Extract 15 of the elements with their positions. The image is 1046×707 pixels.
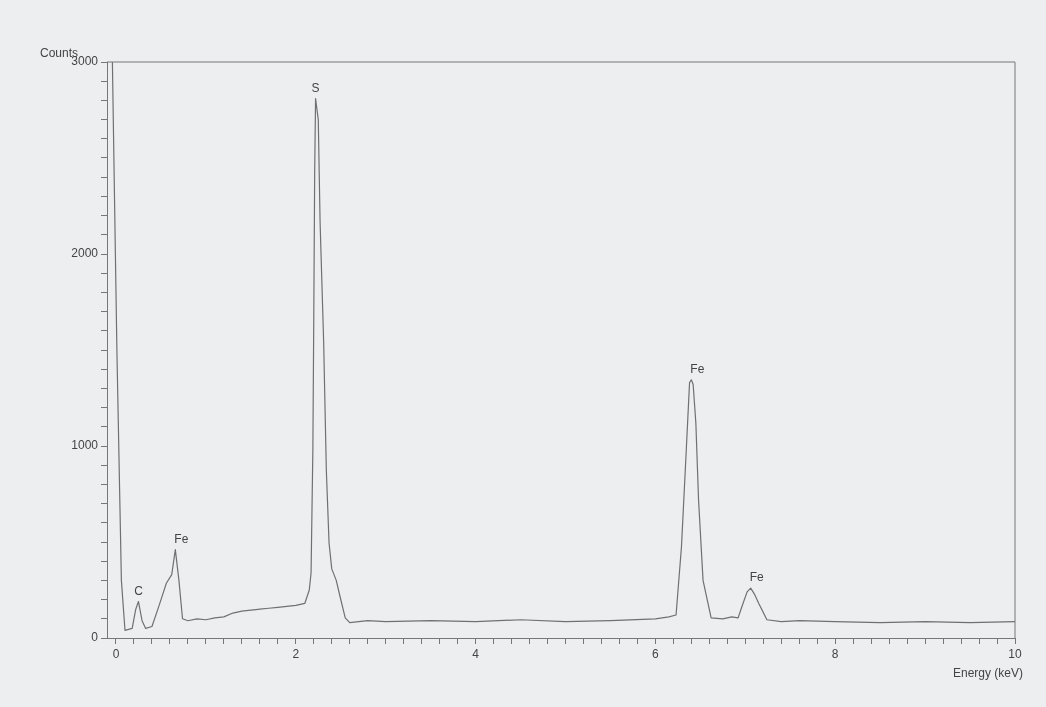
annotation: Fe — [690, 362, 705, 377]
annotation: S — [311, 80, 320, 95]
y-tick-label: 2000 — [71, 246, 99, 261]
y-tick-label: 1000 — [71, 438, 99, 453]
x-tick-label: 4 — [472, 646, 480, 661]
x-tick-label: 8 — [831, 646, 839, 661]
x-tick-label: 2 — [292, 646, 300, 661]
x-tick-label: 6 — [652, 646, 660, 661]
x-tick-label: 0 — [112, 646, 120, 661]
annotation: Fe — [749, 570, 765, 585]
annotation: Fe — [174, 531, 189, 546]
x-tick-label: 10 — [1008, 646, 1022, 661]
annotation: C — [134, 583, 144, 598]
x-axis-title: Energy (keV) — [952, 666, 1023, 681]
y-tick-label: 0 — [91, 630, 99, 645]
